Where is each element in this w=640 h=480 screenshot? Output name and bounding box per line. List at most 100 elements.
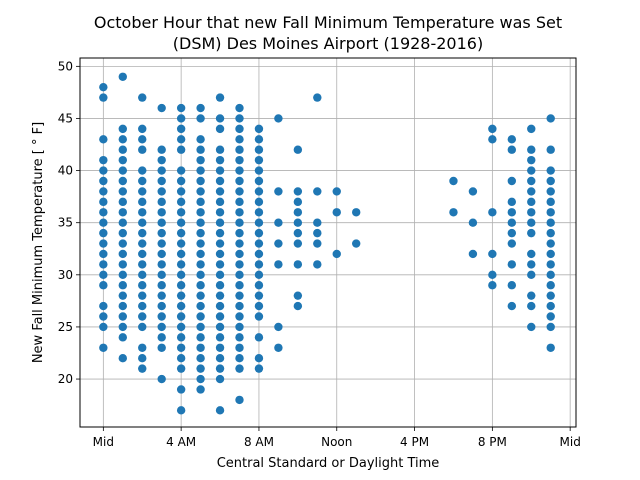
data-point [196, 249, 205, 259]
data-point [235, 291, 244, 300]
data-point [235, 354, 244, 363]
data-point [138, 218, 147, 227]
data-point [118, 135, 127, 144]
data-point [215, 155, 225, 165]
data-point [507, 145, 517, 154]
data-point [215, 260, 225, 269]
data-point [274, 260, 283, 269]
data-point [215, 197, 225, 207]
data-point [176, 166, 186, 175]
data-point [254, 155, 264, 165]
data-point [99, 228, 108, 238]
data-point [293, 218, 303, 227]
data-point [235, 333, 244, 342]
data-point [235, 208, 244, 217]
data-point [546, 281, 555, 290]
x-tick-label: 4 AM [166, 435, 196, 449]
data-point [138, 145, 147, 154]
data-point [196, 145, 205, 154]
y-axis-ticks: 20 25 30 35 40 45 50 [58, 59, 80, 386]
data-point [118, 124, 127, 134]
data-point [488, 270, 497, 280]
data-point [546, 176, 555, 186]
data-point [235, 281, 244, 290]
data-point [176, 145, 186, 154]
data-point [196, 135, 205, 144]
data-point [546, 343, 555, 352]
data-point [118, 155, 127, 165]
data-point [546, 239, 555, 248]
data-point [176, 208, 186, 217]
data-point [527, 166, 536, 175]
data-point [215, 312, 225, 321]
data-point [176, 364, 186, 373]
data-point [235, 114, 244, 123]
data-point [157, 374, 166, 384]
data-point [488, 208, 497, 217]
data-point [527, 322, 536, 332]
data-point [118, 270, 127, 280]
data-point [196, 343, 205, 352]
data-point [235, 260, 244, 269]
data-point [468, 187, 478, 196]
data-point [157, 281, 166, 290]
data-point [176, 135, 186, 144]
data-point [546, 322, 555, 332]
data-point [527, 197, 536, 207]
data-point [176, 291, 186, 300]
data-point [176, 187, 186, 196]
data-point [157, 270, 166, 280]
data-point [176, 218, 186, 227]
data-point [313, 187, 322, 196]
data-point [99, 260, 108, 269]
data-point [254, 208, 264, 217]
data-point [235, 166, 244, 175]
data-point [215, 249, 225, 259]
data-point [196, 322, 205, 332]
data-point [157, 260, 166, 269]
data-point [118, 166, 127, 175]
data-point [118, 218, 127, 227]
data-point [176, 385, 186, 394]
data-point [138, 93, 147, 102]
data-point [157, 312, 166, 321]
data-point [527, 260, 536, 269]
data-point [546, 228, 555, 238]
data-point [215, 218, 225, 227]
data-point [157, 218, 166, 227]
data-point [293, 301, 303, 311]
data-point [507, 228, 517, 238]
data-point [527, 208, 536, 217]
data-point [138, 260, 147, 269]
plot-frame [79, 57, 577, 428]
data-point [157, 176, 166, 186]
data-point [274, 218, 283, 227]
data-point [488, 124, 497, 134]
data-point [196, 239, 205, 248]
data-point [118, 260, 127, 269]
data-point [235, 197, 244, 207]
data-point [313, 239, 322, 248]
data-point [138, 135, 147, 144]
data-point [235, 343, 244, 352]
data-point [546, 249, 555, 259]
y-tick-label: 50 [58, 59, 73, 73]
data-point [196, 208, 205, 217]
data-point [99, 197, 108, 207]
data-point [157, 145, 166, 154]
data-point [196, 281, 205, 290]
data-point [215, 406, 225, 415]
data-point [546, 218, 555, 227]
data-point [196, 187, 205, 196]
data-point [196, 176, 205, 186]
data-point [254, 187, 264, 196]
data-point [196, 312, 205, 321]
data-point [293, 228, 303, 238]
data-point [138, 166, 147, 175]
data-point [196, 103, 205, 113]
data-point [118, 239, 127, 248]
data-point [332, 249, 341, 259]
data-point [254, 166, 264, 175]
